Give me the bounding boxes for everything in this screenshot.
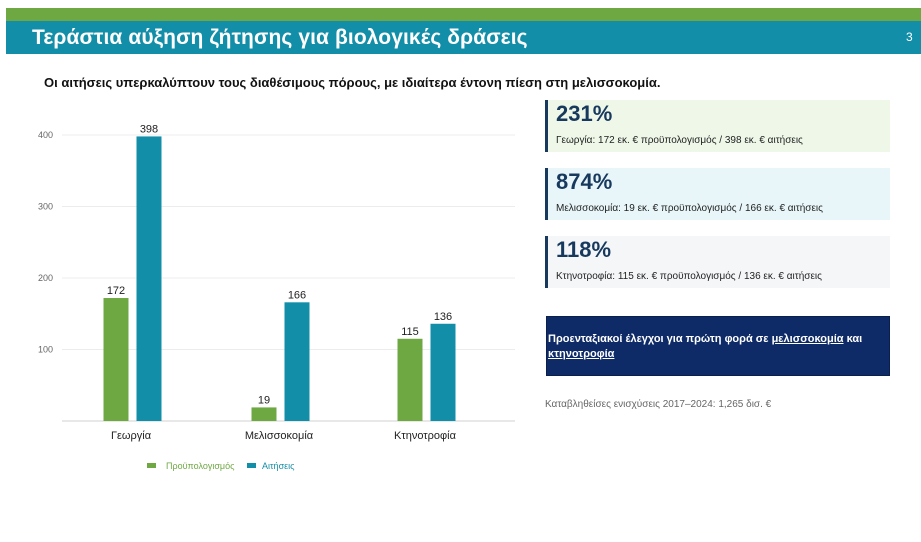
y-tick-label: 200 xyxy=(38,273,53,283)
data-label: 398 xyxy=(140,123,158,135)
data-label: 115 xyxy=(401,326,419,338)
data-label: 19 xyxy=(258,394,270,406)
legend-swatch xyxy=(147,463,156,468)
header-accent-bar xyxy=(6,8,921,21)
stat-card-beekeeping: 874% Μελισσοκομία: 19 εκ. € προϋπολογισμ… xyxy=(545,168,890,220)
bar xyxy=(103,298,129,421)
data-label: 166 xyxy=(288,289,306,301)
page-number: 3 xyxy=(906,30,913,44)
stat-value: 118% xyxy=(556,237,612,262)
slide-subtitle: Οι αιτήσεις υπερκαλύπτουν τους διαθέσιμο… xyxy=(44,75,661,90)
x-tick-label: Κτηνοτροφία xyxy=(394,430,457,442)
footnote: Καταβληθείσες ενισχύσεις 2017–2024: 1,26… xyxy=(545,399,772,410)
stat-card-agriculture: 231% Γεωργία: 172 εκ. € προϋπολογισμός /… xyxy=(545,100,890,152)
legend-label: Προϋπολογισμός xyxy=(166,461,235,471)
callout-link-livestock[interactable]: κτηνοτροφία xyxy=(548,348,615,360)
callout-text: Προενταξιακοί έλεγχοι για πρώτη φορά σε … xyxy=(548,332,891,362)
x-tick-label: Γεωργία xyxy=(111,430,152,442)
bar xyxy=(284,302,310,421)
stat-description: Κτηνοτροφία: 115 εκ. € προϋπολογισμός / … xyxy=(556,271,822,282)
bar xyxy=(136,136,162,421)
slide-title: Τεράστια αύξηση ζήτησης για βιολογικές δ… xyxy=(32,26,528,49)
legend-swatch xyxy=(247,463,256,468)
title-bar: Τεράστια αύξηση ζήτησης για βιολογικές δ… xyxy=(6,21,921,54)
y-tick-label: 100 xyxy=(38,345,53,355)
callout-text-part: και xyxy=(843,333,863,345)
stat-description: Μελισσοκομία: 19 εκ. € προϋπολογισμός / … xyxy=(556,203,823,214)
stat-description: Γεωργία: 172 εκ. € προϋπολογισμός / 398 … xyxy=(556,135,803,146)
bar xyxy=(430,323,456,421)
bar xyxy=(251,407,277,421)
callout-box: Προενταξιακοί έλεγχοι για πρώτη φορά σε … xyxy=(546,316,890,376)
bar xyxy=(397,338,423,421)
callout-link-beekeeping[interactable]: μελισσοκομία xyxy=(771,333,844,345)
stat-value: 874% xyxy=(556,169,613,194)
data-label: 172 xyxy=(107,285,125,297)
legend-label: Αιτήσεις xyxy=(262,461,295,471)
data-label: 136 xyxy=(434,311,452,323)
y-tick-label: 400 xyxy=(38,130,53,140)
x-tick-label: Μελισσοκομία xyxy=(245,430,314,442)
callout-text-part: Προενταξιακοί έλεγχοι για πρώτη φορά σε xyxy=(548,333,772,345)
stat-card-livestock: 118% Κτηνοτροφία: 115 εκ. € προϋπολογισμ… xyxy=(545,236,890,288)
stat-value: 231% xyxy=(556,101,613,126)
y-tick-label: 300 xyxy=(38,202,53,212)
